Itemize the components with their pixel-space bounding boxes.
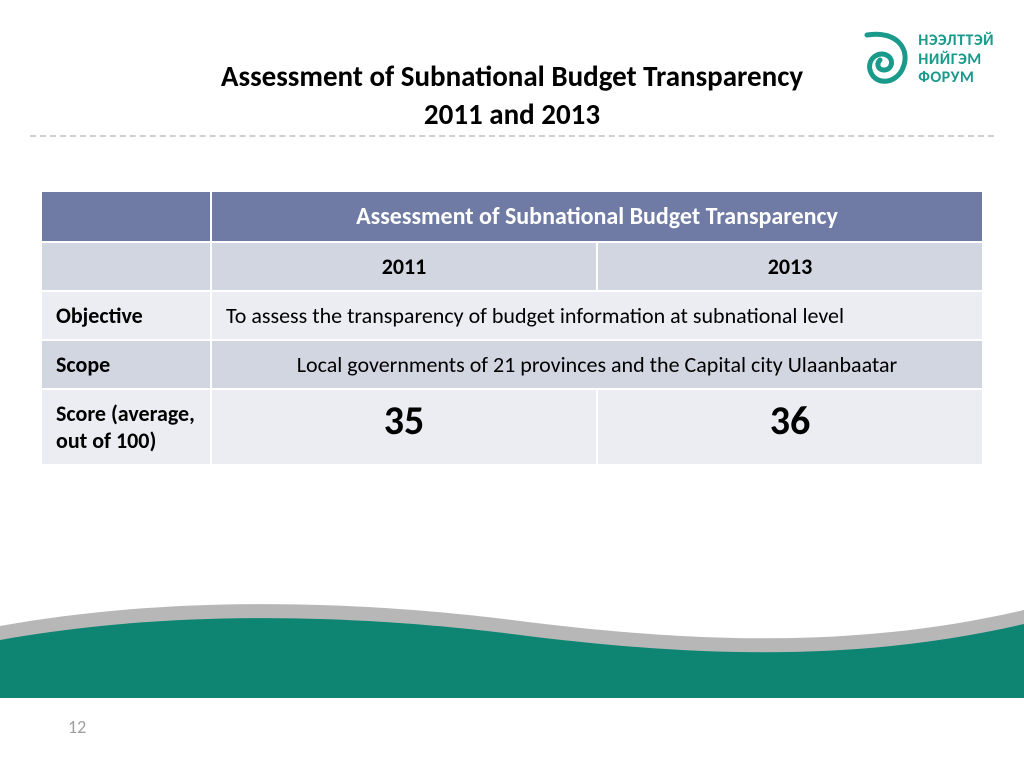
scope-row: Scope Local governments of 21 provinces …: [41, 340, 983, 389]
page-number: 12: [68, 716, 86, 738]
title-line-2: 2011 and 2013: [424, 96, 600, 132]
score-label: Score (average, out of 100): [41, 389, 211, 465]
objective-row: Objective To assess the transparency of …: [41, 291, 983, 340]
title-line-1: Assessment of Subnational Budget Transpa…: [221, 58, 803, 94]
year-col-1: 2011: [211, 242, 597, 291]
year-col-2: 2013: [597, 242, 983, 291]
org-logo: НЭЭЛТТЭЙ НИЙГЭМ ФОРУМ: [862, 30, 994, 90]
logo-text: НЭЭЛТТЭЙ НИЙГЭМ ФОРУМ: [918, 32, 994, 87]
decorative-wave: [0, 598, 1024, 698]
header-divider: [30, 135, 994, 137]
spiral-icon: [862, 30, 910, 90]
logo-line-2: НИЙГЭМ: [918, 51, 994, 69]
table-header-row: Assessment of Subnational Budget Transpa…: [41, 191, 983, 242]
objective-label: Objective: [41, 291, 211, 340]
objective-value: To assess the transparency of budget inf…: [211, 291, 983, 340]
table-header-title: Assessment of Subnational Budget Transpa…: [211, 191, 983, 242]
score-row: Score (average, out of 100) 35 36: [41, 389, 983, 465]
table-years-row: 2011 2013: [41, 242, 983, 291]
header-empty-cell: [41, 191, 211, 242]
score-2013: 36: [597, 389, 983, 465]
scope-value: Local governments of 21 provinces and th…: [211, 340, 983, 389]
scope-label: Scope: [41, 340, 211, 389]
logo-line-3: ФОРУМ: [918, 69, 994, 87]
logo-line-1: НЭЭЛТТЭЙ: [918, 32, 994, 50]
years-empty-cell: [41, 242, 211, 291]
score-2011: 35: [211, 389, 597, 465]
assessment-table: Assessment of Subnational Budget Transpa…: [40, 190, 984, 466]
